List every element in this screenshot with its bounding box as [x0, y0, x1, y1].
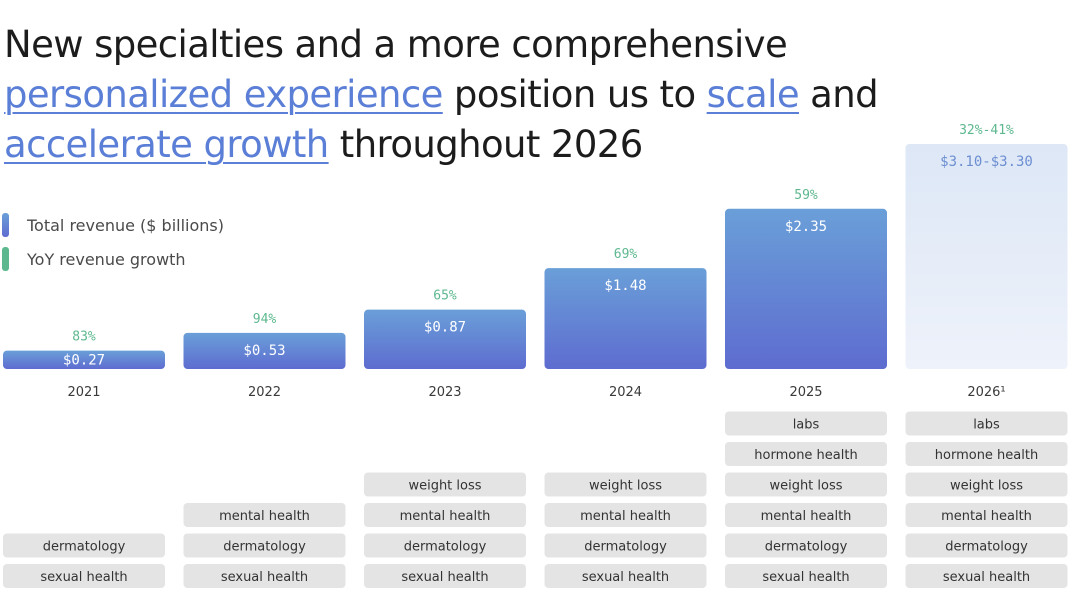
- specialty-tag: [905, 411, 1068, 436]
- bar-value-label: $1.48: [604, 278, 646, 294]
- specialty-tag-label: weight loss: [589, 479, 662, 494]
- specialty-tag: [364, 533, 526, 558]
- specialty-tag-label: hormone health: [935, 448, 1038, 463]
- legend-label-revenue: Total revenue ($ billions): [27, 215, 224, 235]
- specialty-tag-label: mental health: [219, 509, 310, 524]
- title-highlight: scale: [706, 73, 800, 116]
- growth-label: 59%: [794, 188, 818, 203]
- specialty-tag-label: sexual health: [40, 570, 127, 585]
- specialty-tag-label: mental health: [761, 509, 852, 524]
- title-highlight: accelerate growth: [4, 123, 329, 166]
- specialty-tag-label: sexual health: [221, 570, 308, 585]
- specialty-tag-label: mental health: [941, 509, 1032, 524]
- legend-swatch-growth: [2, 247, 9, 271]
- bar-4: [725, 208, 887, 369]
- legend-swatch-revenue: [2, 213, 9, 237]
- specialty-tag-label: sexual health: [582, 570, 669, 585]
- specialty-tag-label: mental health: [400, 509, 491, 524]
- specialty-tag-label: dermatology: [43, 540, 126, 555]
- specialty-tag: [364, 564, 526, 588]
- specialty-tag-label: dermatology: [223, 540, 306, 555]
- title-text: position us to: [442, 73, 707, 116]
- specialty-tag: [183, 533, 346, 558]
- specialty-tag: [183, 564, 346, 588]
- specialty-tag-label: hormone health: [754, 448, 857, 463]
- x-tick-label: 2022: [248, 385, 281, 400]
- specialty-tag: [544, 533, 707, 558]
- specialty-tag-label: dermatology: [404, 540, 487, 555]
- growth-label: 94%: [253, 312, 277, 327]
- x-tick-label: 2026¹: [967, 385, 1005, 400]
- specialty-tag: [544, 472, 707, 497]
- specialty-tag-label: weight loss: [408, 479, 481, 494]
- specialty-tag-label: labs: [793, 418, 820, 433]
- specialty-tag: [3, 564, 165, 588]
- specialty-tag: [725, 442, 887, 466]
- specialty-tag-label: weight loss: [769, 479, 842, 494]
- specialty-tag-label: dermatology: [945, 540, 1028, 555]
- specialty-tag-label: sexual health: [401, 570, 488, 585]
- bar-3: [544, 268, 707, 369]
- specialty-tag: [725, 503, 887, 527]
- specialty-tag: [725, 472, 887, 497]
- specialty-tag: [905, 564, 1068, 588]
- legend-item-revenue: Total revenue ($ billions): [2, 208, 224, 242]
- specialty-tag-label: dermatology: [584, 540, 667, 555]
- x-tick-label: 2023: [428, 385, 461, 400]
- specialty-tag: [364, 503, 526, 527]
- specialty-tag: [544, 503, 707, 527]
- title-text: and: [798, 73, 878, 116]
- specialty-tag: [905, 533, 1068, 558]
- specialty-tag: [3, 533, 165, 558]
- bar-value-label: $2.35: [785, 219, 827, 235]
- specialty-tag: [725, 564, 887, 588]
- x-tick-label: 2024: [609, 385, 642, 400]
- specialty-tag-label: weight loss: [950, 479, 1023, 494]
- chart-legend: Total revenue ($ billions) YoY revenue g…: [2, 208, 224, 276]
- legend-label-growth: YoY revenue growth: [27, 249, 186, 269]
- page-title: New specialties and a more comprehensive…: [4, 20, 1004, 170]
- bar-value-label: $0.87: [424, 320, 466, 336]
- growth-label: 69%: [614, 247, 638, 262]
- legend-item-growth: YoY revenue growth: [2, 242, 224, 276]
- specialty-tag-label: sexual health: [943, 570, 1030, 585]
- growth-label: 83%: [72, 330, 96, 345]
- specialty-tag: [905, 503, 1068, 527]
- title-text: throughout 2026: [328, 123, 644, 166]
- specialty-tag: [725, 533, 887, 558]
- bar-value-label: $3.10-$3.30: [940, 154, 1033, 170]
- specialty-tag: [364, 472, 526, 497]
- bar-0: [3, 350, 165, 369]
- specialty-tag: [905, 442, 1068, 466]
- bar-value-label: $0.27: [63, 353, 105, 369]
- bar-1: [183, 332, 346, 369]
- specialty-tag: [544, 564, 707, 588]
- bar-2: [364, 309, 526, 369]
- x-tick-label: 2021: [67, 385, 100, 400]
- x-tick-label: 2025: [789, 385, 822, 400]
- specialty-tag: [183, 503, 346, 527]
- specialty-tag-label: mental health: [580, 509, 671, 524]
- bar-5: [905, 144, 1068, 369]
- specialty-tag-label: labs: [973, 418, 1000, 433]
- growth-label: 32%-41%: [959, 123, 1014, 138]
- specialty-tag: [905, 472, 1068, 497]
- bar-value-label: $0.53: [243, 343, 285, 359]
- title-highlight: personalized experience: [4, 73, 443, 116]
- growth-label: 65%: [433, 289, 457, 304]
- title-text: New specialties and a more comprehensive: [4, 23, 788, 66]
- specialty-tag: [725, 411, 887, 436]
- specialty-tag-label: dermatology: [765, 540, 848, 555]
- specialty-tag-label: sexual health: [762, 570, 849, 585]
